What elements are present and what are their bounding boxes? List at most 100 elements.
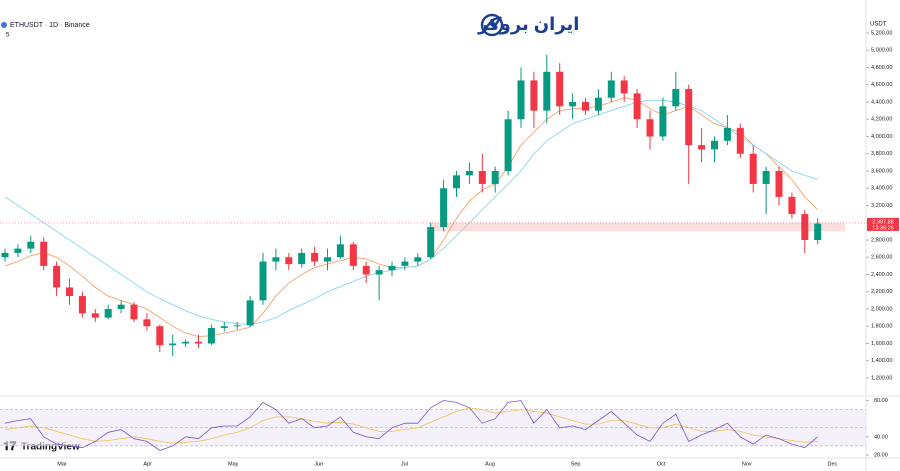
candle-body: [66, 287, 73, 297]
y-tick-label: 1,200.00: [871, 375, 892, 381]
candle-body: [285, 257, 293, 265]
rsi-tick-label: 20.00: [874, 452, 888, 458]
x-tick-label: Aug: [485, 461, 495, 467]
candle-body: [646, 119, 654, 137]
candle-body: [517, 80, 525, 120]
candle-body: [156, 326, 164, 346]
rsi-ma-line: [4, 407, 818, 444]
candle-body: [1, 252, 9, 258]
candle-body: [14, 248, 22, 253]
candle-body: [711, 140, 718, 150]
brand-icon-arrow: [484, 16, 502, 30]
candle-body: [736, 127, 744, 154]
y-tick-label: 2,600.00: [871, 255, 892, 261]
indicator-count[interactable]: 5: [6, 33, 10, 39]
x-tick-label: May: [228, 461, 239, 467]
candle-body: [685, 89, 693, 146]
candle-body: [814, 223, 822, 240]
candle-body: [607, 80, 615, 98]
candle-body: [491, 171, 499, 184]
candle-body: [207, 327, 215, 344]
y-tick-label: 3,200.00: [871, 203, 892, 209]
currency-label: USDT: [870, 22, 887, 28]
last-price-box: [867, 217, 899, 231]
y-tick-label: 4,000.00: [871, 134, 892, 140]
candle-body: [440, 188, 448, 228]
y-tick-label: 2,000.00: [871, 306, 892, 312]
candle-body: [169, 343, 177, 346]
y-tick-label: 3,400.00: [871, 186, 892, 192]
x-tick-label: Nov: [742, 461, 752, 467]
y-tick-label: 1,800.00: [871, 324, 892, 330]
y-tick-label: 3,800.00: [871, 151, 892, 157]
candle-body: [762, 171, 770, 184]
brand-icon: [480, 13, 504, 37]
candle-body: [401, 261, 409, 266]
y-tick-label: 4,400.00: [871, 99, 892, 105]
y-tick-label: 2,200.00: [871, 289, 892, 295]
candle-body: [91, 313, 99, 318]
candle-body: [27, 241, 35, 249]
candle-body: [324, 257, 331, 262]
candle-body: [130, 304, 138, 320]
brand-name: ایران بروکر: [477, 14, 579, 35]
last-price-label: 2,997.88: [872, 219, 893, 225]
candle-body: [311, 252, 319, 262]
candle-body: [78, 296, 86, 314]
candle-body: [182, 341, 190, 344]
candle-body: [478, 171, 486, 184]
candle-body: [749, 153, 757, 184]
candle-body: [453, 175, 460, 189]
candle-body: [233, 325, 241, 327]
rsi-line: [4, 400, 818, 451]
candle-body: [672, 89, 680, 107]
candle-body: [246, 300, 254, 326]
candle-body: [698, 145, 706, 150]
candle-body: [104, 309, 112, 318]
price-zone: [430, 222, 845, 232]
brand-bg: [378, 4, 524, 42]
candle-body: [375, 270, 383, 275]
x-tick-label: Mar: [57, 461, 67, 467]
candle-body: [788, 196, 796, 215]
candle-body: [723, 127, 731, 141]
candle-body: [349, 244, 357, 266]
candle-body: [504, 119, 512, 171]
x-tick-label: Apr: [143, 461, 152, 467]
candle-body: [259, 261, 267, 301]
candle-body: [53, 265, 61, 288]
candle-body: [465, 171, 473, 176]
y-tick-label: 5,200.00: [871, 30, 892, 36]
candle-body: [298, 252, 306, 265]
candle-body: [620, 80, 628, 94]
candle-body: [40, 241, 48, 266]
candle-body: [388, 265, 396, 271]
y-tick-label: 1,400.00: [871, 358, 892, 364]
x-tick-label: Sep: [571, 461, 581, 467]
watermark-text: TradingView: [21, 442, 80, 453]
candle-body: [801, 214, 809, 240]
x-tick-label: Jul: [401, 461, 408, 467]
candle-body: [569, 102, 577, 107]
candle-body: [195, 341, 202, 344]
y-tick-label: 4,600.00: [871, 82, 892, 88]
candle-body: [143, 319, 151, 327]
candle-body: [659, 106, 667, 137]
chart-title: ETHUSDT · 1D · Binance: [10, 22, 90, 29]
candle-body: [336, 244, 344, 258]
candle-body: [117, 304, 125, 309]
candle-body: [775, 171, 783, 197]
x-tick-label: Dec: [828, 461, 838, 467]
y-tick-label: 2,800.00: [871, 237, 892, 243]
y-tick-label: 3,600.00: [871, 168, 892, 174]
rsi-tick-label: 40.00: [874, 434, 888, 440]
x-tick-label: Jun: [314, 461, 323, 467]
y-tick-label: 4,800.00: [871, 65, 892, 71]
candle-body: [220, 326, 228, 328]
candle-body: [272, 257, 280, 262]
candle-body: [633, 93, 641, 120]
candle-body: [594, 97, 602, 111]
brand-logo: ایران بروکر: [378, 4, 579, 42]
x-tick-label: Oct: [657, 461, 666, 467]
